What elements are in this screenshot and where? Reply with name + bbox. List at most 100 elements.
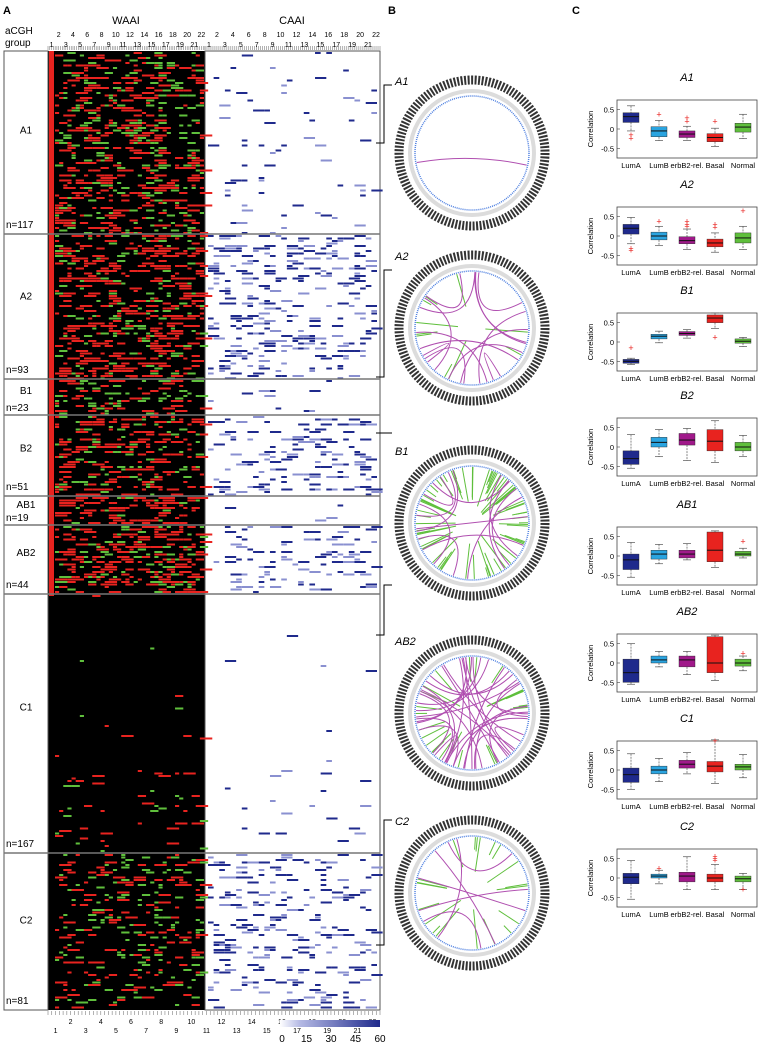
caai-segment bbox=[293, 982, 304, 984]
caai-segment bbox=[354, 185, 365, 187]
chromosome-label: 6 bbox=[247, 32, 251, 39]
loss-segment bbox=[154, 591, 162, 593]
loss-segment bbox=[171, 235, 175, 237]
gain-segment bbox=[72, 85, 76, 87]
loss-segment bbox=[187, 150, 195, 152]
gain-segment bbox=[109, 914, 113, 916]
gain-segment bbox=[142, 92, 154, 94]
caai-segment bbox=[304, 441, 315, 443]
loss-segment bbox=[163, 165, 171, 167]
caai-segment bbox=[264, 947, 275, 949]
gain-segment bbox=[109, 429, 113, 431]
caai-segment bbox=[225, 288, 231, 290]
gain-segment bbox=[59, 180, 71, 182]
loss-segment bbox=[67, 315, 75, 317]
gain-segment bbox=[84, 75, 88, 77]
gain-segment bbox=[96, 235, 100, 237]
gain-segment bbox=[88, 340, 96, 342]
gain-segment bbox=[88, 323, 92, 325]
loss-segment bbox=[101, 230, 105, 232]
gain-segment bbox=[92, 373, 96, 375]
gain-segment bbox=[63, 395, 67, 397]
gain-segment bbox=[200, 235, 208, 237]
gain-segment bbox=[175, 494, 183, 496]
caai-segment bbox=[326, 862, 337, 864]
caai-segment bbox=[315, 52, 321, 54]
loss-segment bbox=[163, 510, 171, 512]
caai-segment bbox=[315, 932, 321, 934]
chromosome-label: 8 bbox=[263, 32, 267, 39]
loss-segment bbox=[146, 62, 154, 64]
gain-segment bbox=[150, 479, 162, 481]
loss-segment bbox=[101, 850, 105, 852]
gain-segment bbox=[125, 87, 133, 89]
caai-segment bbox=[247, 882, 258, 884]
gain-segment bbox=[84, 65, 96, 67]
caai-segment bbox=[332, 419, 338, 421]
loss-segment bbox=[67, 52, 75, 54]
gain-segment bbox=[101, 182, 109, 184]
caai-segment bbox=[354, 313, 365, 315]
caai-segment bbox=[208, 400, 214, 402]
caai-segment bbox=[354, 265, 360, 267]
gain-segment bbox=[76, 100, 80, 102]
gain-segment bbox=[150, 507, 154, 509]
caai-segment bbox=[281, 541, 292, 543]
gain-segment bbox=[196, 907, 204, 909]
caai-segment bbox=[315, 355, 326, 357]
loss-segment bbox=[179, 303, 187, 305]
loss-segment bbox=[200, 345, 208, 347]
loss-segment bbox=[171, 328, 175, 330]
gain-segment bbox=[196, 82, 208, 84]
loss-segment bbox=[196, 957, 204, 959]
caai-segment bbox=[259, 904, 265, 906]
loss-segment bbox=[101, 142, 109, 144]
gain-segment bbox=[175, 907, 179, 909]
caai-segment bbox=[321, 424, 332, 426]
inner-disc bbox=[412, 268, 532, 388]
loss-segment bbox=[109, 95, 113, 97]
loss-segment bbox=[113, 100, 117, 102]
loss-segment bbox=[163, 937, 167, 939]
caai-segment bbox=[281, 857, 292, 859]
loss-segment bbox=[196, 434, 200, 436]
caai-segment bbox=[332, 355, 343, 357]
loss-segment bbox=[183, 187, 187, 189]
caai-segment bbox=[281, 854, 292, 856]
caai-segment bbox=[309, 474, 320, 476]
gain-segment bbox=[105, 215, 113, 217]
caai-segment bbox=[270, 867, 276, 869]
caai-segment bbox=[366, 1007, 377, 1009]
caai-segment bbox=[225, 431, 236, 433]
gain-segment bbox=[63, 225, 75, 227]
caai-segment bbox=[270, 479, 276, 481]
gain-segment bbox=[105, 365, 109, 367]
gain-segment bbox=[192, 954, 200, 956]
gain-segment bbox=[92, 343, 96, 345]
caai-segment bbox=[253, 1004, 264, 1006]
gain-segment bbox=[84, 899, 92, 901]
loss-segment bbox=[158, 167, 166, 169]
gain-segment bbox=[88, 57, 96, 59]
caai-segment bbox=[270, 924, 276, 926]
loss-segment bbox=[150, 882, 154, 884]
loss-segment bbox=[179, 798, 183, 800]
caai-segment bbox=[371, 867, 382, 869]
caai-segment bbox=[304, 245, 315, 247]
gain-segment bbox=[113, 536, 121, 538]
gain-segment bbox=[101, 385, 109, 387]
caai-segment bbox=[321, 884, 327, 886]
gain-segment bbox=[179, 539, 183, 541]
gain-segment bbox=[130, 270, 138, 272]
gain-segment bbox=[72, 335, 76, 337]
caai-segment bbox=[214, 934, 225, 936]
loss-segment bbox=[138, 127, 146, 129]
colorbar-tick-label: 45 bbox=[350, 1034, 362, 1045]
caai-segment bbox=[242, 273, 253, 275]
gain-segment bbox=[163, 439, 171, 441]
caai-segment bbox=[354, 561, 365, 563]
gain-segment bbox=[192, 469, 200, 471]
gain-segment bbox=[146, 310, 154, 312]
caai-segment bbox=[371, 932, 382, 934]
